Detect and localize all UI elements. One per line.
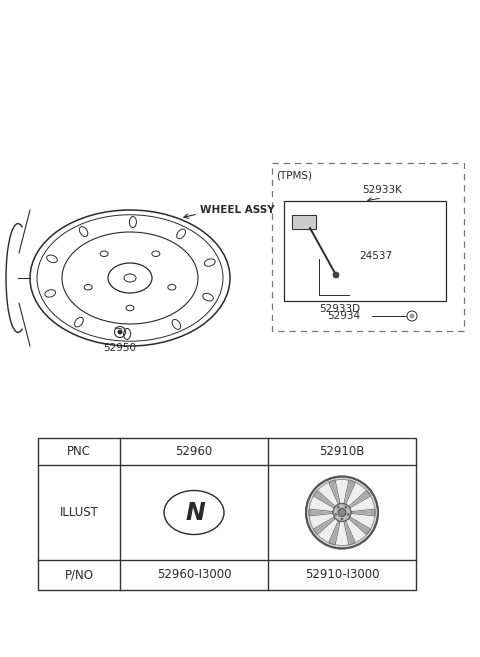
Polygon shape: [346, 519, 366, 542]
Text: 52933K: 52933K: [362, 185, 402, 195]
Circle shape: [338, 509, 346, 516]
Text: 52910-I3000: 52910-I3000: [305, 568, 379, 581]
Polygon shape: [313, 490, 336, 508]
Polygon shape: [329, 480, 340, 505]
Polygon shape: [336, 522, 348, 545]
Bar: [284, 201, 446, 301]
Circle shape: [345, 506, 347, 509]
Circle shape: [347, 513, 349, 516]
Circle shape: [118, 330, 122, 334]
Text: WHEEL ASSY: WHEEL ASSY: [200, 205, 275, 215]
Polygon shape: [336, 480, 348, 503]
Polygon shape: [329, 521, 340, 545]
Polygon shape: [318, 519, 338, 542]
Polygon shape: [318, 484, 338, 506]
Text: 52960-I3000: 52960-I3000: [157, 568, 231, 581]
Polygon shape: [346, 484, 366, 506]
Text: 24537: 24537: [359, 251, 392, 261]
Polygon shape: [309, 509, 333, 516]
Polygon shape: [344, 521, 355, 545]
Text: 52934: 52934: [327, 311, 360, 321]
Polygon shape: [348, 517, 371, 535]
Text: N: N: [185, 501, 205, 526]
Bar: [272, 163, 464, 331]
Text: 52960: 52960: [175, 445, 213, 458]
Circle shape: [306, 476, 378, 549]
Circle shape: [337, 506, 339, 509]
Circle shape: [335, 513, 337, 516]
Circle shape: [333, 272, 339, 278]
Polygon shape: [351, 509, 375, 516]
Polygon shape: [310, 514, 333, 528]
Circle shape: [409, 313, 415, 319]
Text: 52950: 52950: [104, 343, 136, 353]
Polygon shape: [310, 497, 333, 511]
Text: P/NO: P/NO: [64, 568, 94, 581]
Text: (TPMS): (TPMS): [276, 171, 312, 181]
Circle shape: [333, 503, 351, 522]
Polygon shape: [344, 480, 355, 505]
Text: PNC: PNC: [67, 445, 91, 458]
Polygon shape: [313, 517, 336, 535]
Text: ILLUST: ILLUST: [60, 506, 98, 519]
Bar: [38, 438, 416, 590]
Polygon shape: [351, 497, 374, 511]
Circle shape: [341, 518, 343, 520]
Polygon shape: [292, 215, 316, 229]
Text: 52933D: 52933D: [319, 304, 360, 314]
Text: 52910B: 52910B: [319, 445, 365, 458]
Polygon shape: [348, 490, 371, 508]
Polygon shape: [351, 514, 374, 528]
